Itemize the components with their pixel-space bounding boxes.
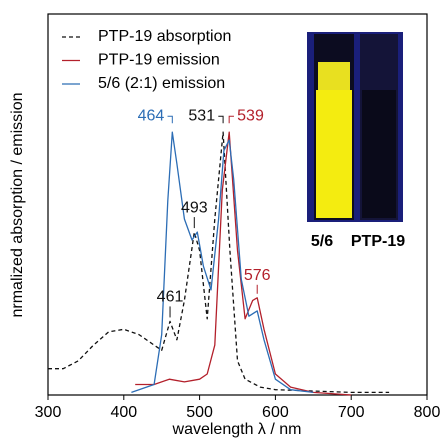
peak-label: 576 bbox=[244, 267, 271, 284]
vial-left-top bbox=[318, 62, 350, 90]
series-line bbox=[131, 131, 314, 394]
peak-tick bbox=[228, 115, 234, 124]
peak-label: 539 bbox=[237, 107, 264, 124]
x-axis-label: wavelength λ / nm bbox=[172, 421, 302, 438]
x-tick-label: 700 bbox=[338, 404, 365, 421]
peak-label: 464 bbox=[138, 107, 165, 124]
plot-frame bbox=[47, 13, 428, 396]
y-axis-label: nrmalized absorption / emission bbox=[9, 93, 26, 318]
peak-tick bbox=[167, 115, 173, 124]
series-line bbox=[48, 131, 390, 394]
legend-label: PTP-19 emission bbox=[98, 52, 220, 69]
peak-tick bbox=[218, 115, 224, 124]
inset-photo bbox=[307, 32, 403, 222]
series-line bbox=[135, 131, 352, 396]
peak-label: 461 bbox=[157, 289, 184, 306]
peak-label: 493 bbox=[181, 199, 208, 216]
x-tick-label: 400 bbox=[110, 404, 137, 421]
x-tick-label: 800 bbox=[414, 404, 441, 421]
vial-right-fill bbox=[362, 90, 396, 218]
inset-label: PTP-19 bbox=[351, 233, 405, 250]
inset-label: 5/6 bbox=[311, 233, 333, 250]
peak-label: 531 bbox=[188, 107, 215, 124]
vial-left-fill bbox=[316, 90, 352, 218]
x-tick-label: 300 bbox=[35, 404, 62, 421]
x-tick-label: 500 bbox=[186, 404, 213, 421]
x-tick-label: 600 bbox=[262, 404, 289, 421]
legend-label: 5/6 (2:1) emission bbox=[98, 75, 225, 92]
legend-label: PTP-19 absorption bbox=[98, 28, 231, 45]
